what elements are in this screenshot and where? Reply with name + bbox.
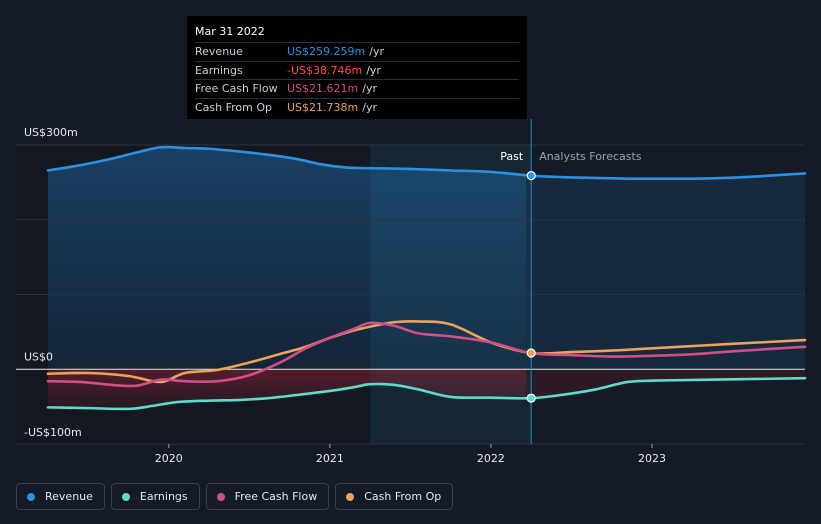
past-label: Past — [500, 150, 524, 163]
tooltip-unit: /yr — [369, 45, 384, 58]
x-tick-label: 2021 — [316, 452, 344, 465]
cfo-point — [526, 348, 536, 358]
tooltip-value: -US$38.746m — [287, 63, 363, 77]
earnings-line — [46, 376, 807, 411]
chart: US$300m US$0 -US$100m 2020 2021 2022 2023 Past A… — [16, 119, 807, 465]
legend-label: Revenue — [45, 490, 93, 503]
tooltip-unit: /yr — [366, 63, 381, 77]
x-tick-label: 2022 — [477, 452, 505, 465]
fcf-line — [46, 321, 807, 388]
earnings-point — [526, 393, 536, 403]
legend-dot-icon — [346, 492, 355, 501]
tooltip-row-fcf: Free Cash Flow US$21.621m /yr — [195, 79, 519, 98]
tooltip-value: US$259.259m — [287, 45, 366, 58]
tooltip-label: Free Cash Flow — [195, 82, 278, 95]
legend-dot-icon — [27, 492, 35, 501]
y-axis-label-bottom: -US$100m — [24, 426, 82, 439]
legend-item-earnings[interactable]: Earnings — [110, 483, 200, 510]
tooltip-value: US$21.738m — [287, 100, 359, 114]
legend-dot-icon — [121, 492, 130, 501]
legend-label: Cash From Op — [364, 490, 442, 503]
tooltip: Mar 31 2022 Revenue US$259.259m /yr Earn… — [187, 16, 527, 119]
x-tick-label: 2023 — [638, 452, 666, 465]
legend: Revenue Earnings Free Cash Flow Cash Fro… — [16, 483, 454, 510]
legend-label: Earnings — [139, 490, 188, 503]
revenue-line — [46, 145, 807, 180]
y-axis-label-top: US$300m — [24, 126, 78, 139]
tooltip-row-cfo: Cash From Op US$21.738m /yr — [195, 97, 519, 117]
earnings-area-forecast — [526, 369, 805, 399]
tooltip-row-revenue: Revenue US$259.259m /yr — [195, 42, 519, 61]
cfo-line — [46, 319, 807, 384]
tooltip-unit: /yr — [362, 100, 377, 114]
tooltip-label: Earnings — [195, 63, 243, 77]
forecast-label: Analysts Forecasts — [539, 150, 642, 163]
revenue-area-forecast — [526, 173, 805, 370]
tooltip-value: US$21.621m — [287, 82, 359, 95]
tooltip-unit: /yr — [362, 82, 377, 95]
legend-label: Free Cash Flow — [234, 490, 318, 503]
tooltip-label: Revenue — [195, 45, 243, 58]
y-axis-label-zero: US$0 — [24, 350, 53, 363]
tooltip-label: Cash From Op — [195, 100, 273, 114]
legend-item-fcf[interactable]: Free Cash Flow — [205, 483, 330, 510]
legend-dot-icon — [216, 492, 225, 501]
revenue-point — [526, 171, 536, 181]
x-tick-label: 2020 — [155, 452, 183, 465]
tooltip-date: Mar 31 2022 — [195, 25, 265, 38]
legend-item-revenue[interactable]: Revenue — [16, 483, 105, 510]
revenue-area-past — [48, 147, 526, 370]
legend-item-cfo[interactable]: Cash From Op — [335, 483, 454, 510]
tooltip-row-earnings: Earnings -US$38.746m /yr — [195, 60, 519, 80]
